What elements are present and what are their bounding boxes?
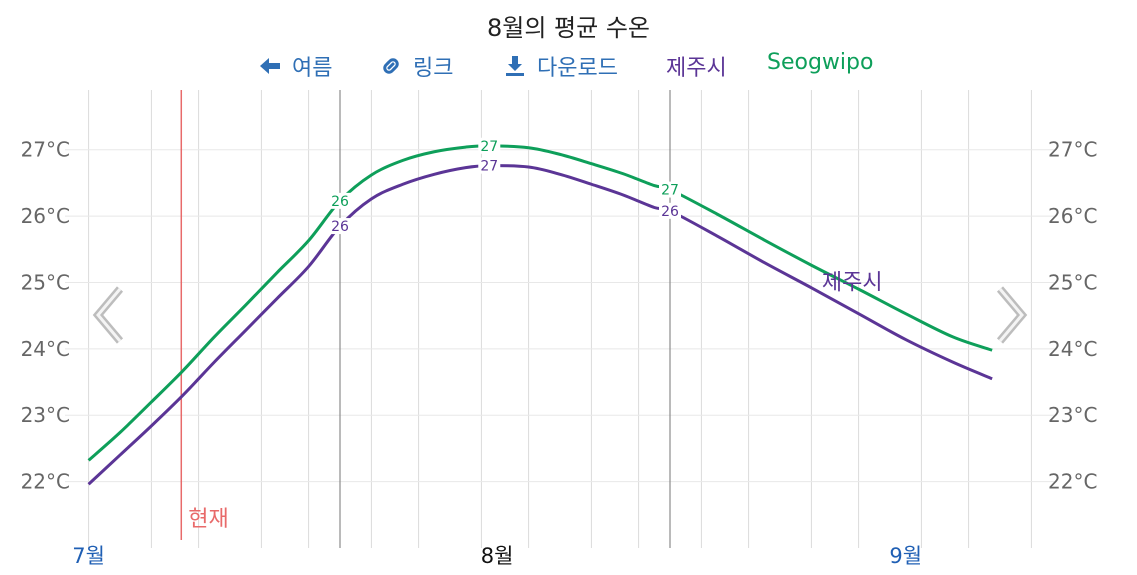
link-button[interactable]: 링크: [379, 50, 453, 82]
month-label: 8월: [481, 544, 514, 568]
back-button[interactable]: 여름: [258, 50, 332, 82]
legend-item-jeju[interactable]: 제주시: [666, 56, 727, 81]
y-tick-label-right: 22°C: [1048, 470, 1097, 494]
data-label-background: [659, 181, 681, 198]
chart-toolbar: 여름 링크 다운로드 제주시 Seogwipo: [0, 50, 1137, 82]
arrow-left-icon: [260, 58, 280, 74]
chevron-right-icon[interactable]: [990, 285, 1030, 345]
chevron-left-icon[interactable]: [90, 285, 130, 345]
data-label: 27: [480, 159, 498, 175]
data-label-background: [478, 157, 501, 174]
data-label-background: [329, 192, 351, 209]
y-tick-label-left: 22°C: [21, 470, 70, 494]
download-label: 다운로드: [537, 56, 618, 81]
data-label: 27: [661, 183, 679, 199]
y-tick-label-left: 24°C: [21, 337, 70, 361]
month-label[interactable]: 7월: [72, 544, 105, 568]
link-label: 링크: [413, 56, 454, 81]
data-label: 27: [480, 139, 498, 155]
link-icon: [383, 58, 399, 74]
y-tick-label-right: 24°C: [1048, 337, 1097, 361]
back-label: 여름: [292, 56, 333, 81]
y-tick-label-right: 23°C: [1048, 403, 1097, 427]
chart-title: 8월의 평균 수온: [486, 14, 650, 42]
y-tick-label-left: 23°C: [21, 403, 70, 427]
y-tick-label-right: 26°C: [1048, 204, 1097, 228]
data-label-background: [659, 202, 681, 219]
download-icon: [506, 56, 524, 76]
data-label: 26: [331, 194, 349, 210]
month-label[interactable]: 9월: [889, 544, 922, 568]
data-label-background: [329, 218, 351, 235]
legend-item-seogwipo[interactable]: Seogwipo: [767, 50, 874, 75]
download-button[interactable]: 다운로드: [503, 50, 618, 82]
now-label: 현재: [188, 507, 228, 532]
y-tick-label-left: 26°C: [21, 204, 70, 228]
series-line-seogwipo: [87, 144, 993, 462]
series-annotation-jeju: 제주시: [822, 270, 883, 295]
y-tick-label-left: 25°C: [21, 270, 70, 294]
y-tick-label-left: 27°C: [21, 138, 70, 162]
data-label: 26: [661, 204, 679, 220]
y-tick-label-right: 25°C: [1048, 270, 1097, 294]
y-tick-label-right: 27°C: [1048, 138, 1097, 162]
data-label: 26: [331, 219, 349, 235]
data-label-background: [478, 137, 501, 154]
